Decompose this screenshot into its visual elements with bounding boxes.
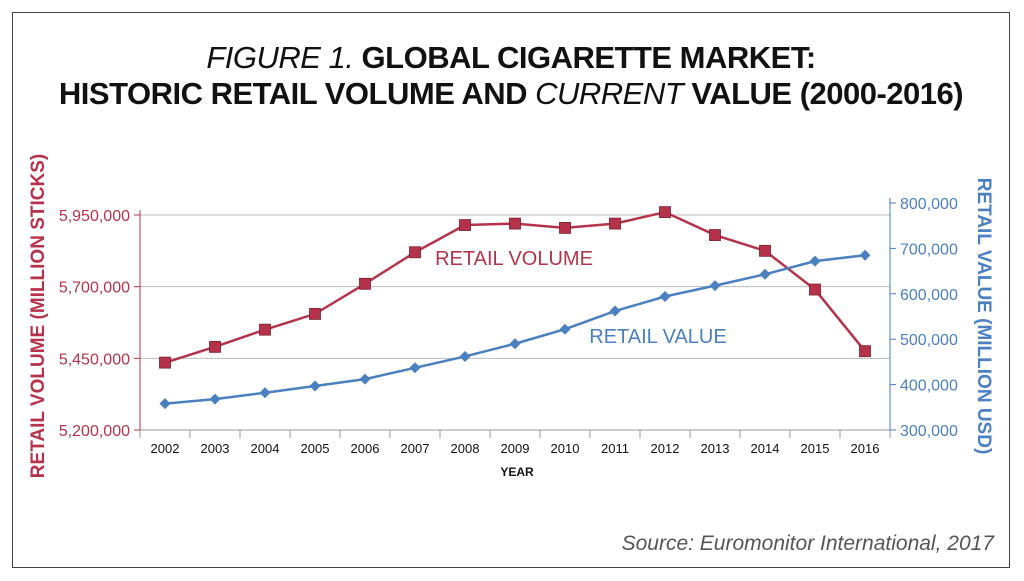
point-retail-volume-2013 [709,229,721,241]
point-retail-volume-2015 [809,283,821,296]
point-retail-value-2013 [709,280,721,292]
point-retail-volume-2006 [359,277,371,290]
x-tick-label-2008: 2008 [451,441,480,456]
point-retail-volume-2005 [309,307,321,320]
y-right-tick-label-400,000: 400,000 [900,378,958,395]
x-tick-label-2003: 2003 [201,441,230,456]
y-right-tick-label-500,000: 500,000 [900,332,958,349]
x-tick-label-2011: 2011 [601,441,629,456]
series-layer [159,206,871,410]
point-retail-value-2011 [609,305,621,317]
x-tick-label-2013: 2013 [701,441,730,456]
y-right-tick-label-700,000: 700,000 [900,241,958,258]
point-retail-value-2004 [259,387,271,399]
y-left-tick-label-5,200,000: 5,200,000 [59,423,130,440]
point-retail-volume-2003 [209,340,221,353]
labels-layer: RETAIL VOLUME (MILLION STICKS) RETAIL VA… [28,154,994,479]
point-retail-value-2015 [809,255,821,267]
point-retail-value-2014 [759,268,771,280]
point-retail-volume-2008 [459,219,471,231]
point-retail-volume-2016 [859,345,871,358]
point-retail-value-2005 [309,380,321,392]
title-line1-text: GLOBAL CIGARETTE MARKET: [361,40,817,75]
y-axis-right-label: RETAIL VALUE (MILLION USD) [973,178,994,455]
chart-title-line-1: FIGURE 1. GLOBAL CIGARETTE MARKET: [12,40,1010,76]
point-retail-volume-2010 [559,221,571,234]
title-figure-label: FIGURE 1. [206,40,354,75]
point-retail-volume-2011 [609,217,621,230]
x-tick-label-2012: 2012 [651,441,680,456]
x-tick-label-2010: 2010 [551,441,580,456]
point-retail-value-2007 [409,362,421,374]
point-retail-value-2006 [359,373,371,385]
series-label-retail-value: RETAIL VALUE [589,326,726,348]
x-tick-label-2006: 2006 [351,441,380,456]
point-retail-value-2002 [159,398,171,410]
y-left-tick-label-5,950,000: 5,950,000 [59,208,130,225]
x-tick-label-2016: 2016 [851,441,880,456]
point-retail-value-2010 [559,323,571,335]
y-axis-left-label: RETAIL VOLUME (MILLION STICKS) [28,154,49,478]
y-left-tick-label-5,450,000: 5,450,000 [59,351,130,368]
point-retail-volume-2002 [159,356,171,369]
chart-frame [12,12,1010,568]
x-tick-label-2015: 2015 [801,441,830,456]
y-left-tick-label-5,700,000: 5,700,000 [59,280,130,297]
x-tick-label-2014: 2014 [751,441,780,456]
series-label-retail-volume: RETAIL VOLUME [435,248,593,270]
y-right-tick-label-800,000: 800,000 [900,196,958,213]
point-retail-value-2008 [459,350,471,362]
x-tick-label-2004: 2004 [251,441,280,456]
title-line2-text-a: HISTORIC RETAIL VOLUME AND [58,76,528,111]
title-line2-italic: CURRENT [535,76,684,111]
x-tick-label-2005: 2005 [301,441,330,456]
y-right-tick-label-300,000: 300,000 [900,423,958,440]
title-line2-text-b: VALUE (2000-2016) [691,76,964,111]
point-retail-value-2003 [209,393,221,405]
chart-title-line-2: HISTORIC RETAIL VOLUME AND CURRENT VALUE… [12,76,1010,112]
x-tick-label-2009: 2009 [501,441,530,456]
point-retail-volume-2012 [659,206,671,219]
point-retail-volume-2004 [259,323,271,336]
point-retail-volume-2007 [409,246,421,259]
source-note: Source: Euromonitor International, 2017 [621,532,994,555]
x-tick-label-2002: 2002 [151,441,180,456]
point-retail-volume-2014 [759,244,771,257]
axes: 5,200,000 5,450,000 5,700,000 5,950,000 300,… [59,196,958,456]
point-retail-value-2016 [859,249,871,261]
point-retail-value-2012 [659,291,671,303]
grid-lines [140,214,890,431]
point-retail-value-2009 [509,338,521,350]
x-axis-label: YEAR [500,465,534,479]
point-retail-volume-2009 [509,217,521,230]
x-tick-label-2007: 2007 [401,441,430,456]
y-right-tick-label-600,000: 600,000 [900,287,958,304]
